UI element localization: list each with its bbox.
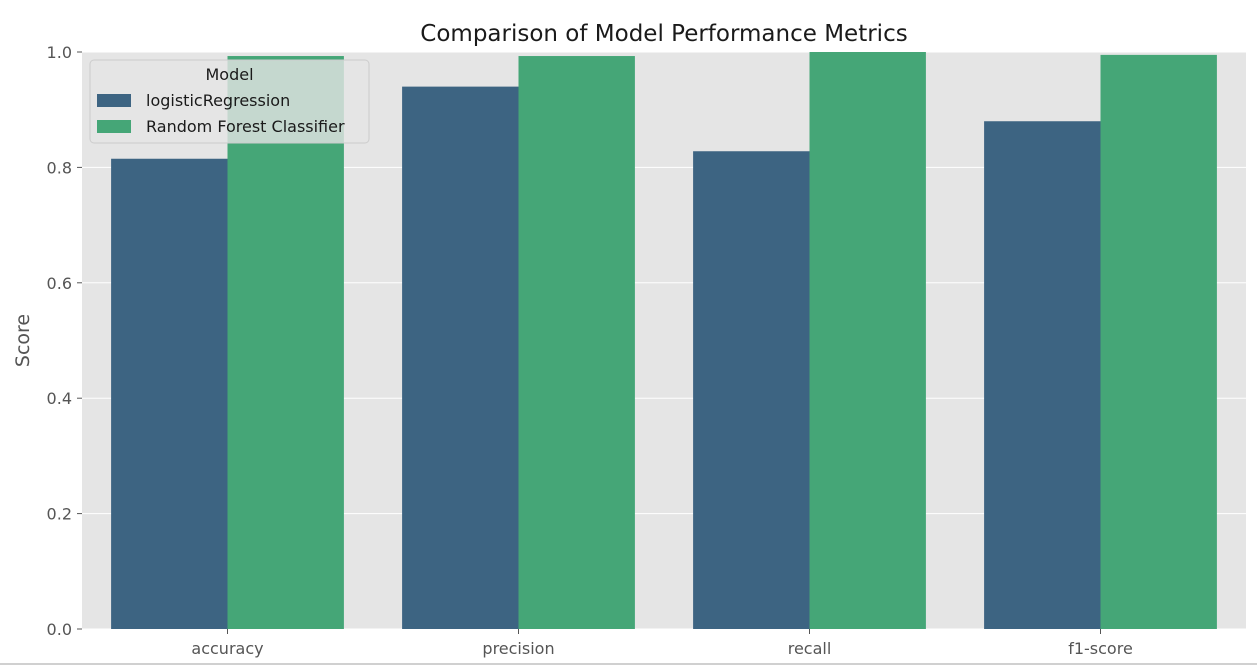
y-tick-label: 0.8 <box>47 158 72 177</box>
bar-precision-random-forest <box>518 56 635 629</box>
y-tick-label: 0.2 <box>47 505 72 524</box>
bar-recall-logistic-regression <box>693 151 810 629</box>
x-axis: accuracy precision recall f1-score <box>191 629 1133 658</box>
legend-swatch <box>97 120 131 133</box>
x-tick-label: recall <box>788 639 832 658</box>
y-tick-label: 1.0 <box>47 43 72 62</box>
x-tick-label: f1-score <box>1068 639 1133 658</box>
y-tick-label: 0.0 <box>47 620 72 639</box>
x-tick-label: accuracy <box>191 639 263 658</box>
bar-accuracy-random-forest <box>227 56 344 629</box>
y-axis: 0.0 0.2 0.4 0.6 0.8 1.0 <box>47 43 82 639</box>
bar-accuracy-logistic-regression <box>111 158 228 629</box>
legend-box <box>89 59 370 144</box>
legend: Model logisticRegression Random Forest Cl… <box>89 59 370 144</box>
y-axis-label: Score <box>12 314 34 367</box>
chart-title: Comparison of Model Performance Metrics <box>420 21 907 47</box>
legend-label: logisticRegression <box>146 91 290 110</box>
y-tick-label: 0.4 <box>47 389 72 408</box>
x-tick-label: precision <box>482 639 554 658</box>
bar-precision-logistic-regression <box>402 86 519 630</box>
bar-recall-random-forest <box>809 52 926 629</box>
y-tick-label: 0.6 <box>47 274 72 293</box>
legend-label: Random Forest Classifier <box>146 117 345 136</box>
legend-title: Model <box>205 65 253 84</box>
legend-swatch <box>97 94 131 107</box>
bar-f1-score-random-forest <box>1100 54 1217 629</box>
bars <box>111 52 1217 630</box>
bar-f1-score-logistic-regression <box>984 121 1101 630</box>
